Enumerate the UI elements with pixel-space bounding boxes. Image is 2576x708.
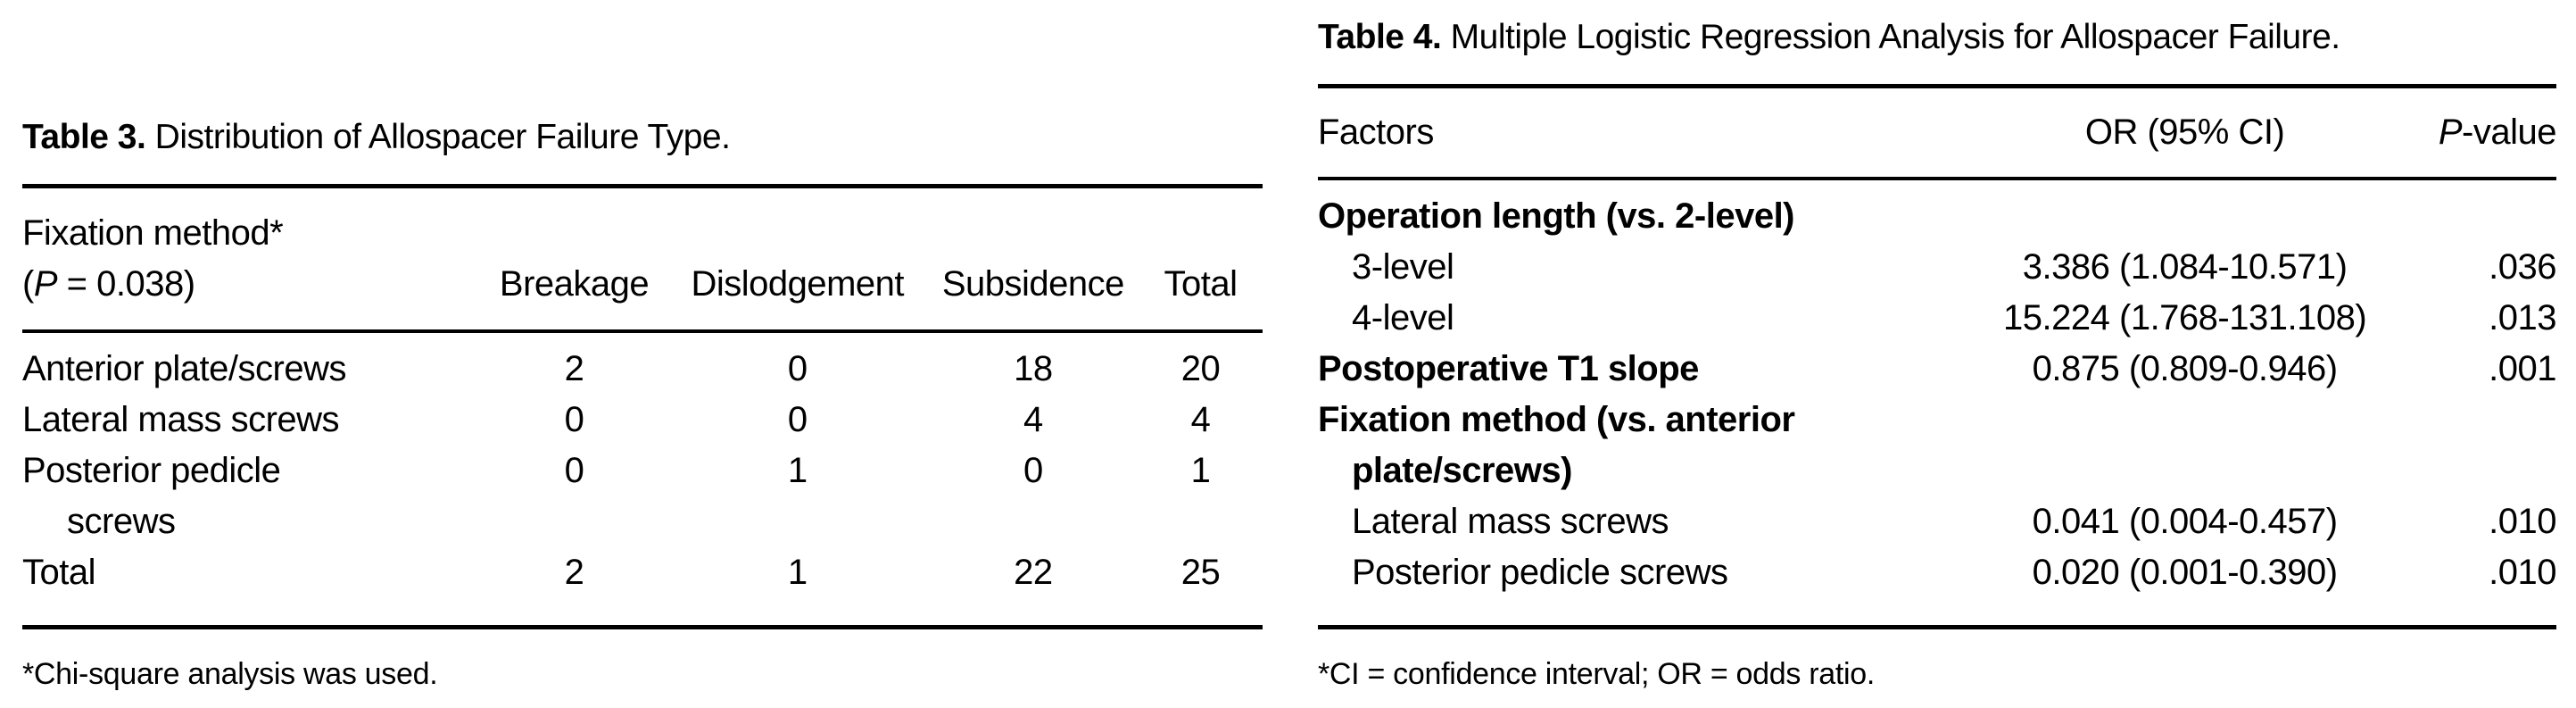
- table3-title-label: Table 3.: [22, 118, 146, 156]
- table4-block: Table 4. Multiple Logistic Regression An…: [1318, 16, 2556, 692]
- table4-title-text: Multiple Logistic Regression Analysis fo…: [1441, 18, 2340, 56]
- cell-dislodgement: 0: [787, 400, 808, 439]
- paren-open: (: [22, 264, 34, 304]
- row-label-line2: screws: [67, 502, 176, 541]
- table4-row-3-level: 3-level 3.386 (1.084-10.571) .036: [1318, 242, 2556, 293]
- row-label: Posterior pedicle screws: [22, 446, 481, 547]
- table4-title-label: Table 4.: [1318, 18, 1442, 56]
- pvalue-suffix: -value: [2462, 112, 2556, 152]
- row-label-line2: plate/screws): [1352, 451, 1572, 490]
- cell-or: 0.041 (0.004-0.457): [2032, 502, 2338, 541]
- cell-pvalue: [2407, 395, 2556, 496]
- table3-row-total: Total 2 1 22 25: [22, 547, 1263, 628]
- cell-breakage: 0: [564, 451, 584, 490]
- table4-col-pvalue: P-value: [2407, 86, 2556, 180]
- cell-breakage: 0: [564, 400, 584, 439]
- cell-subsidence: 0: [1023, 451, 1043, 490]
- table4-row-posterior-pedicle-screws: Posterior pedicle screws 0.020 (0.001-0.…: [1318, 547, 2556, 628]
- table4: Factors OR (95% CI) P-value Operation le…: [1318, 84, 2556, 629]
- row-label: 3-level: [1352, 247, 1454, 287]
- table3-title: Table 3. Distribution of Allospacer Fail…: [22, 116, 1263, 159]
- cell-or: 15.224 (1.768-131.108): [2003, 298, 2367, 337]
- cell-or: 0.020 (0.001-0.390): [2032, 553, 2338, 592]
- table3-row-posterior-pedicle-screws: Posterior pedicle screws 0 1 0 1: [22, 446, 1263, 547]
- cell-dislodgement: 1: [787, 553, 808, 592]
- table3-footnote: *Chi-square analysis was used.: [22, 657, 438, 691]
- table4-row-fixation-method: Fixation method (vs. anterior plate/scre…: [1318, 395, 2556, 496]
- cell-subsidence: 4: [1023, 400, 1043, 439]
- cell-subsidence: 18: [1014, 349, 1053, 388]
- cell-or: 3.386 (1.084-10.571): [2022, 247, 2348, 287]
- cell-pvalue: .036: [2489, 247, 2556, 287]
- table4-row-4-level: 4-level 15.224 (1.768-131.108) .013: [1318, 293, 2556, 344]
- italic-p: P: [33, 264, 58, 304]
- table3-col-total: Total: [1138, 186, 1263, 333]
- cell-breakage: 2: [564, 349, 584, 388]
- row-label: Postoperative T1 slope: [1318, 349, 1699, 388]
- row-label: Total: [22, 553, 96, 592]
- row-label-line1: Posterior pedicle: [22, 451, 281, 490]
- table3-stub-line2: (P = 0.038): [22, 264, 195, 304]
- table3-stub-header: Fixation method* (P = 0.038): [22, 186, 482, 333]
- table3-col-subsidence: Subsidence: [927, 186, 1139, 333]
- row-label: Lateral mass screws: [22, 400, 340, 439]
- table4-footnote: *CI = confidence interval; OR = odds rat…: [1318, 657, 1875, 691]
- row-label: Posterior pedicle screws: [1352, 553, 1728, 592]
- row-label: Anterior plate/screws: [22, 349, 346, 388]
- italic-p: P: [2438, 112, 2463, 152]
- row-label: Lateral mass screws: [1352, 502, 1669, 541]
- table3: Fixation method* (P = 0.038) Breakage Di…: [22, 184, 1263, 629]
- cell-dislodgement: 1: [787, 451, 808, 490]
- cell-total: 1: [1190, 451, 1211, 490]
- cell-or: 0.875 (0.809-0.946): [2032, 349, 2338, 388]
- cell-pvalue: .010: [2489, 502, 2556, 541]
- table4-row-postoperative-t1-slope: Postoperative T1 slope 0.875 (0.809-0.94…: [1318, 344, 2556, 395]
- cell-subsidence: 22: [1014, 553, 1053, 592]
- row-label: 4-level: [1352, 298, 1454, 337]
- table3-header-row: Fixation method* (P = 0.038) Breakage Di…: [22, 186, 1263, 333]
- cell-pvalue: .010: [2489, 553, 2556, 592]
- table3-block: Table 3. Distribution of Allospacer Fail…: [22, 116, 1263, 692]
- table4-row-operation-length: Operation length (vs. 2-level): [1318, 179, 2556, 242]
- row-label-line1: Fixation method (vs. anterior: [1318, 400, 1795, 439]
- cell-pvalue: [2407, 179, 2556, 242]
- row-label: Fixation method (vs. anterior plate/scre…: [1318, 395, 1962, 496]
- table4-col-factors: Factors: [1318, 86, 1962, 180]
- table3-stub-line1: Fixation method*: [22, 213, 284, 253]
- table3-row-anterior-plate-screws: Anterior plate/screws 2 0 18 20: [22, 331, 1263, 395]
- row-label: Operation length (vs. 2-level): [1318, 196, 1795, 236]
- table4-header-row: Factors OR (95% CI) P-value: [1318, 86, 2556, 180]
- cell-total: 25: [1180, 553, 1221, 592]
- cell-total: 4: [1190, 400, 1211, 439]
- cell-pvalue: .001: [2489, 349, 2556, 388]
- p-value-equals: = 0.038): [57, 264, 195, 304]
- table3-row-lateral-mass-screws: Lateral mass screws 0 0 4 4: [22, 395, 1263, 446]
- table3-col-dislodgement: Dislodgement: [667, 186, 928, 333]
- cell-breakage: 2: [564, 553, 584, 592]
- table4-col-or: OR (95% CI): [1961, 86, 2408, 180]
- cell-dislodgement: 0: [787, 349, 808, 388]
- table4-title: Table 4. Multiple Logistic Regression An…: [1318, 16, 2556, 59]
- table3-col-breakage: Breakage: [481, 186, 667, 333]
- table3-title-text: Distribution of Allospacer Failure Type.: [145, 118, 731, 156]
- cell-or: [1962, 179, 2408, 242]
- cell-pvalue: .013: [2489, 298, 2556, 337]
- table4-row-lateral-mass-screws: Lateral mass screws 0.041 (0.004-0.457) …: [1318, 496, 2556, 547]
- cell-total: 20: [1180, 349, 1221, 388]
- cell-or: [1962, 395, 2408, 496]
